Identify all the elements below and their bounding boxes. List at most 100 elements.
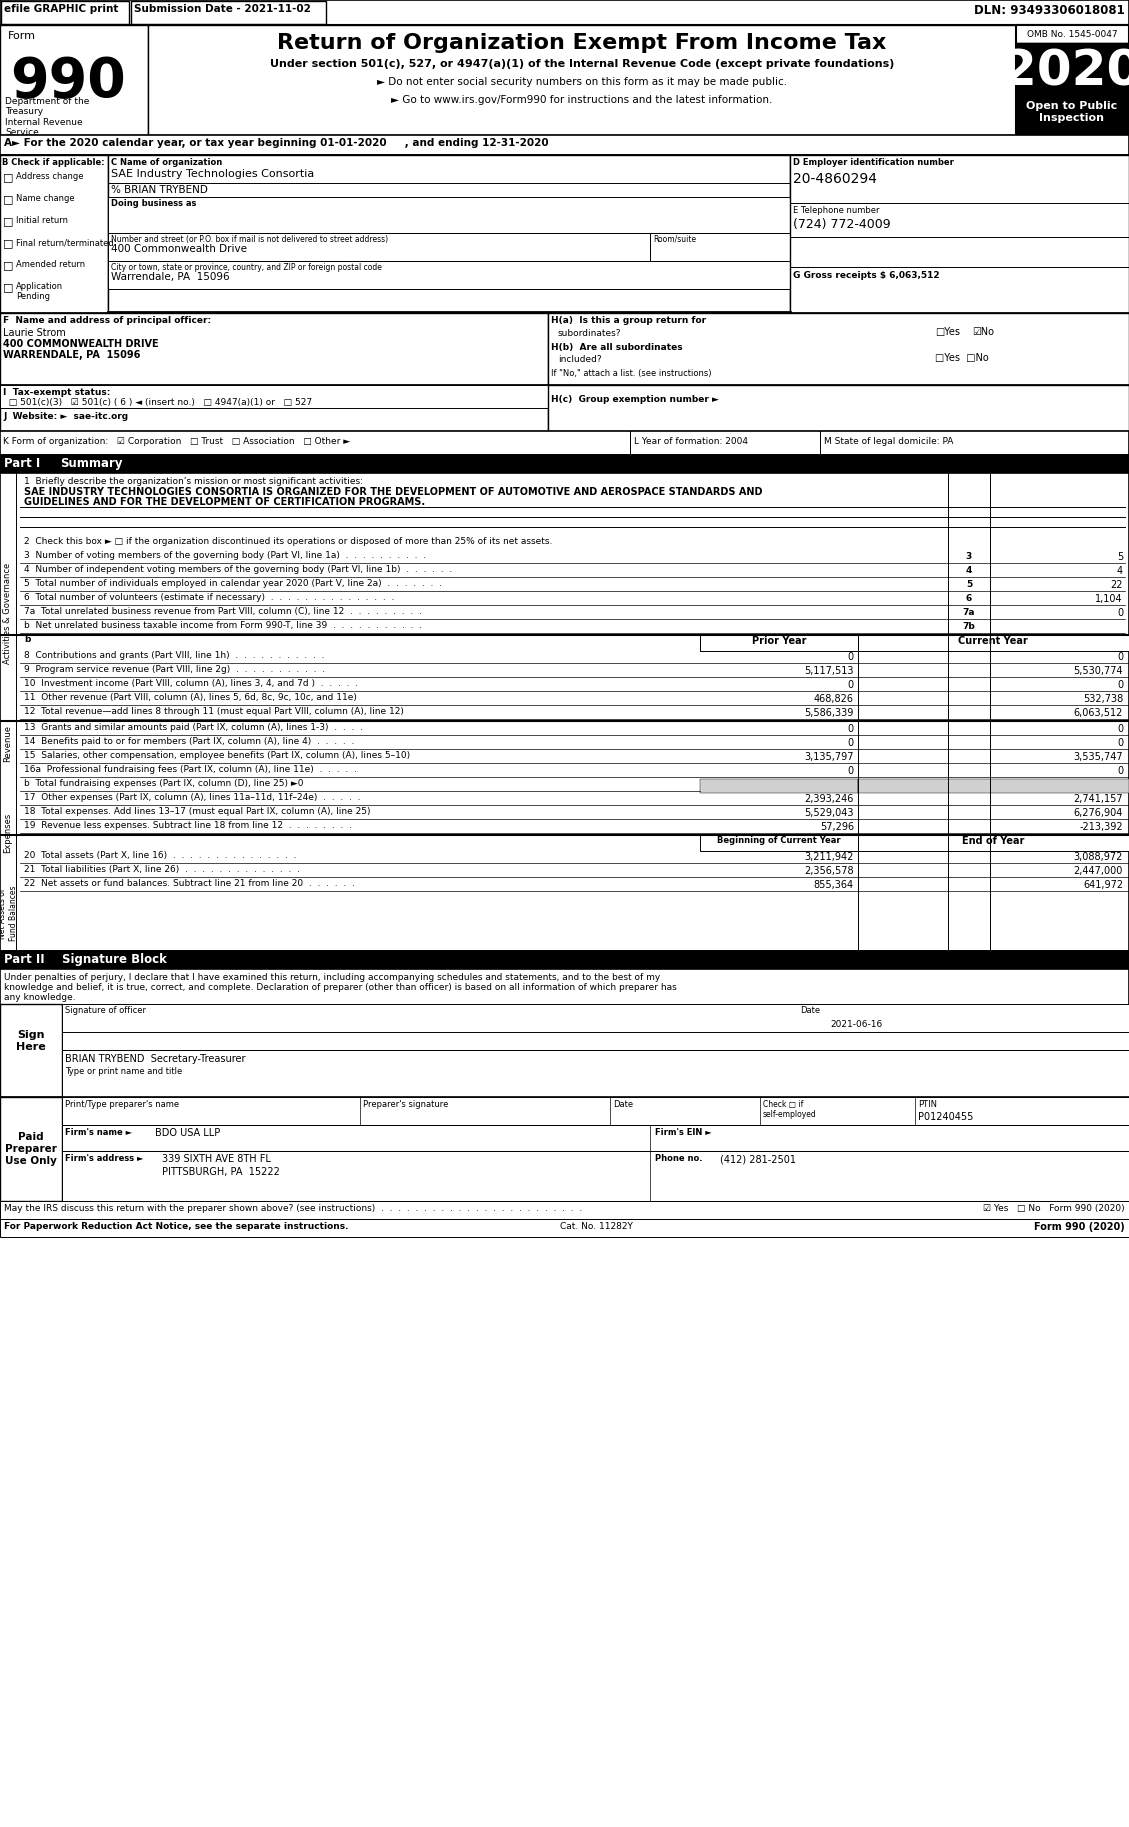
Text: 0: 0 <box>848 680 854 691</box>
Text: 2021-06-16: 2021-06-16 <box>830 1019 882 1029</box>
Text: 21  Total liabilities (Part X, line 26)  .  .  .  .  .  .  .  .  .  .  .  .  .  : 21 Total liabilities (Part X, line 26) .… <box>24 864 300 873</box>
Text: 15  Salaries, other compensation, employee benefits (Part IX, column (A), lines : 15 Salaries, other compensation, employe… <box>24 751 410 760</box>
Text: 3,535,747: 3,535,747 <box>1074 753 1123 762</box>
Text: 5,530,774: 5,530,774 <box>1074 667 1123 676</box>
Text: ► Go to www.irs.gov/Form990 for instructions and the latest information.: ► Go to www.irs.gov/Form990 for instruct… <box>392 95 772 104</box>
Text: E Telephone number: E Telephone number <box>793 206 879 216</box>
Text: D Employer identification number: D Employer identification number <box>793 157 954 166</box>
Text: Paid
Preparer
Use Only: Paid Preparer Use Only <box>5 1133 56 1166</box>
Text: 7a: 7a <box>963 608 975 618</box>
Text: Signature Block: Signature Block <box>62 954 167 966</box>
Text: subordinates?: subordinates? <box>558 329 621 338</box>
Text: Name change: Name change <box>16 194 75 203</box>
Text: 2020: 2020 <box>1003 48 1129 95</box>
Text: □: □ <box>3 194 14 205</box>
Text: Activities & Governance: Activities & Governance <box>3 563 12 663</box>
Text: SAE INDUSTRY TECHNOLOGIES CONSORTIA IS ORGANIZED FOR THE DEVELOPMENT OF AUTOMOTI: SAE INDUSTRY TECHNOLOGIES CONSORTIA IS O… <box>24 488 762 497</box>
Text: Sign
Here: Sign Here <box>16 1030 46 1052</box>
Text: G Gross receipts $ 6,063,512: G Gross receipts $ 6,063,512 <box>793 270 939 280</box>
Text: □Yes  □No: □Yes □No <box>935 353 989 364</box>
Text: □: □ <box>3 281 14 292</box>
Text: 0: 0 <box>1117 738 1123 747</box>
Text: Initial return: Initial return <box>16 216 68 225</box>
Text: 0: 0 <box>848 652 854 661</box>
Bar <box>0 155 1129 312</box>
Text: 3,135,797: 3,135,797 <box>805 753 854 762</box>
Text: City or town, state or province, country, and ZIP or foreign postal code: City or town, state or province, country… <box>111 263 382 272</box>
Text: 2,356,578: 2,356,578 <box>804 866 854 875</box>
Bar <box>790 155 1129 312</box>
Text: 6: 6 <box>966 594 972 603</box>
Text: 2,447,000: 2,447,000 <box>1074 866 1123 875</box>
Text: Department of the
Treasury
Internal Revenue
Service: Department of the Treasury Internal Reve… <box>5 97 89 137</box>
Bar <box>1016 44 1129 95</box>
Text: 13  Grants and similar amounts paid (Part IX, column (A), lines 1-3)  .  .  .  .: 13 Grants and similar amounts paid (Part… <box>24 723 364 733</box>
Text: Under penalties of perjury, I declare that I have examined this return, includin: Under penalties of perjury, I declare th… <box>5 974 660 981</box>
Text: May the IRS discuss this return with the preparer shown above? (see instructions: May the IRS discuss this return with the… <box>5 1204 583 1213</box>
Text: % BRIAN TRYBEND: % BRIAN TRYBEND <box>111 185 208 195</box>
Text: (412) 281-2501: (412) 281-2501 <box>720 1155 796 1164</box>
Text: F  Name and address of principal officer:: F Name and address of principal officer: <box>3 316 211 325</box>
Text: 12  Total revenue—add lines 8 through 11 (must equal Part VIII, column (A), line: 12 Total revenue—add lines 8 through 11 … <box>24 707 404 716</box>
Text: □Yes: □Yes <box>935 327 960 336</box>
Text: 2,393,246: 2,393,246 <box>805 795 854 804</box>
Text: ☑ Yes   □ No   Form 990 (2020): ☑ Yes □ No Form 990 (2020) <box>983 1204 1124 1213</box>
Bar <box>108 261 790 289</box>
Text: 22: 22 <box>1111 579 1123 590</box>
Text: Current Year: Current Year <box>959 636 1027 647</box>
Text: □: □ <box>3 259 14 270</box>
Text: Under section 501(c), 527, or 4947(a)(1) of the Internal Revenue Code (except pr: Under section 501(c), 527, or 4947(a)(1)… <box>270 58 894 69</box>
Bar <box>62 1151 1129 1200</box>
Bar <box>1 2 129 24</box>
Text: efile GRAPHIC print: efile GRAPHIC print <box>5 4 119 15</box>
Bar <box>700 636 858 650</box>
Bar <box>858 636 1129 650</box>
Text: 14  Benefits paid to or for members (Part IX, column (A), line 4)  .  .  .  .  .: 14 Benefits paid to or for members (Part… <box>24 736 355 745</box>
Text: 339 SIXTH AVE 8TH FL: 339 SIXTH AVE 8TH FL <box>161 1155 271 1164</box>
Bar <box>0 1096 62 1200</box>
Text: 17  Other expenses (Part IX, column (A), lines 11a–11d, 11f–24e)  .  .  .  .  .: 17 Other expenses (Part IX, column (A), … <box>24 793 360 802</box>
Bar <box>62 1096 1129 1125</box>
Text: □: □ <box>3 172 14 183</box>
Text: b  Total fundraising expenses (Part IX, column (D), line 25) ►0: b Total fundraising expenses (Part IX, c… <box>24 778 304 787</box>
Text: 5: 5 <box>966 579 972 588</box>
Bar <box>0 1219 1129 1237</box>
Text: Signature of officer: Signature of officer <box>65 1007 146 1016</box>
Bar <box>108 197 790 234</box>
Text: 9  Program service revenue (Part VIII, line 2g)  .  .  .  .  .  .  .  .  .  .  .: 9 Program service revenue (Part VIII, li… <box>24 665 325 674</box>
Text: Laurie Strom: Laurie Strom <box>3 329 65 338</box>
Text: 2,741,157: 2,741,157 <box>1074 795 1123 804</box>
Text: 20-4860294: 20-4860294 <box>793 172 877 186</box>
Bar <box>0 312 1129 385</box>
Text: 5,529,043: 5,529,043 <box>805 808 854 818</box>
Text: Net Assets or
Fund Balances: Net Assets or Fund Balances <box>0 886 18 941</box>
Bar <box>62 1051 1129 1096</box>
Text: I  Tax-exempt status:: I Tax-exempt status: <box>3 387 111 396</box>
Text: 6  Total number of volunteers (estimate if necessary)  .  .  .  .  .  .  .  .  .: 6 Total number of volunteers (estimate i… <box>24 594 394 603</box>
Bar <box>0 473 1129 952</box>
Text: C Name of organization: C Name of organization <box>111 157 222 166</box>
Bar <box>0 26 1129 135</box>
Bar <box>0 385 548 407</box>
Text: 22  Net assets or fund balances. Subtract line 21 from line 20  .  .  .  .  .  .: 22 Net assets or fund balances. Subtract… <box>24 879 355 888</box>
Bar <box>0 155 108 312</box>
Text: 4: 4 <box>965 566 972 576</box>
Text: 5,586,339: 5,586,339 <box>805 709 854 718</box>
Text: Expenses: Expenses <box>3 813 12 853</box>
Text: Form 990 (2020): Form 990 (2020) <box>1034 1222 1124 1231</box>
Bar <box>0 1096 1129 1200</box>
Text: PTIN: PTIN <box>918 1100 937 1109</box>
Text: End of Year: End of Year <box>962 837 1024 846</box>
Bar <box>858 835 1129 851</box>
Text: Application
Pending: Application Pending <box>16 281 63 301</box>
Bar <box>62 1005 1129 1051</box>
Text: any knowledge.: any knowledge. <box>5 994 76 1001</box>
Text: Firm's name ►: Firm's name ► <box>65 1127 132 1136</box>
Bar <box>0 1005 62 1096</box>
Text: 532,738: 532,738 <box>1083 694 1123 703</box>
Text: Warrendale, PA  15096: Warrendale, PA 15096 <box>111 272 229 281</box>
Text: Phone no.: Phone no. <box>655 1155 702 1164</box>
Bar <box>148 26 1016 135</box>
Text: 0: 0 <box>848 766 854 776</box>
Text: P01240455: P01240455 <box>918 1113 973 1122</box>
